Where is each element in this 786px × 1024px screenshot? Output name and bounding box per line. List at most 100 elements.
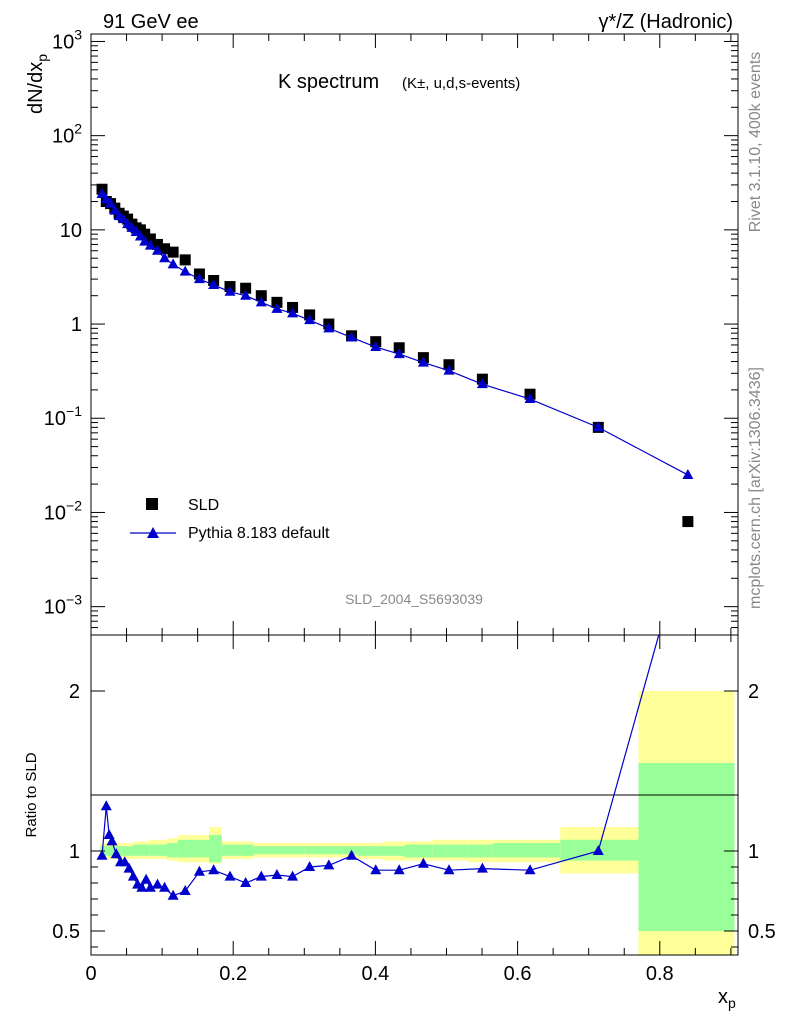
header-left: 91 GeV ee bbox=[103, 11, 199, 33]
stat-band bbox=[177, 839, 210, 858]
ratio-point bbox=[417, 857, 429, 868]
ratio-point bbox=[123, 862, 135, 873]
ratio-point bbox=[179, 885, 191, 895]
ratio-points bbox=[96, 635, 660, 900]
pythia-point bbox=[304, 314, 316, 325]
sld-point bbox=[151, 238, 163, 250]
ratio-point bbox=[240, 877, 252, 887]
pythia-point bbox=[443, 364, 455, 375]
pythia-points bbox=[96, 188, 694, 479]
pythia-point bbox=[109, 204, 121, 215]
ratio-point bbox=[140, 873, 152, 884]
legend: SLD Pythia 8.183 default bbox=[130, 497, 330, 542]
pythia-point bbox=[144, 239, 156, 250]
stat-band bbox=[132, 844, 150, 856]
stat-band bbox=[285, 846, 305, 855]
pythia-point bbox=[105, 197, 117, 208]
pythia-point bbox=[224, 285, 236, 296]
pythia-point bbox=[682, 468, 694, 479]
stat-band bbox=[221, 844, 254, 856]
main-ticks bbox=[90, 34, 738, 636]
pythia-point bbox=[271, 302, 283, 313]
x-tick-label: 0.8 bbox=[646, 963, 674, 985]
sld-point bbox=[139, 228, 151, 240]
pythia-point bbox=[255, 296, 267, 307]
ratio-point bbox=[100, 800, 112, 811]
ratio-point bbox=[136, 881, 148, 892]
ratio-point bbox=[96, 849, 108, 860]
ratio-y-tick-label-left: 0.5 bbox=[52, 921, 80, 943]
x-tick-label: 0.6 bbox=[504, 963, 532, 985]
sld-point bbox=[179, 254, 191, 266]
stat-band bbox=[100, 846, 123, 856]
stat-band bbox=[638, 763, 735, 931]
sld-point bbox=[240, 282, 252, 294]
sld-point bbox=[682, 516, 694, 528]
main-y-axis-label: dN/dxp bbox=[25, 54, 50, 114]
stat-band bbox=[538, 843, 561, 858]
x-axis-label: xp bbox=[718, 986, 736, 1011]
pythia-point bbox=[592, 421, 604, 432]
sld-point bbox=[255, 290, 267, 302]
pythia-point bbox=[208, 278, 220, 289]
side-label-top: Rivet 3.1.10, 400k events bbox=[747, 52, 764, 233]
x-tick-label: 0.4 bbox=[361, 963, 389, 985]
stat-band bbox=[432, 844, 468, 858]
pythia-point bbox=[393, 348, 405, 359]
ratio-point bbox=[443, 864, 455, 875]
pythia-point bbox=[96, 188, 108, 199]
main-y-tick-label: 10 bbox=[60, 220, 82, 242]
stat-band bbox=[322, 846, 358, 855]
ratio-y-tick-label-left: 1 bbox=[69, 841, 80, 863]
pythia-point bbox=[346, 331, 358, 342]
pythia-point bbox=[287, 307, 299, 318]
ratio-point bbox=[167, 889, 179, 900]
sld-point bbox=[393, 342, 405, 354]
legend-label-pythia: Pythia 8.183 default bbox=[188, 525, 330, 542]
ratio-point bbox=[127, 870, 139, 881]
ratio-y-tick-label-right: 0.5 bbox=[748, 921, 776, 943]
stat-band bbox=[404, 844, 433, 858]
pythia-point bbox=[524, 393, 536, 404]
ratio-frame bbox=[90, 634, 739, 956]
sld-point bbox=[144, 233, 156, 245]
ratio-y-tick-label-right: 1 bbox=[748, 841, 759, 863]
stat-band bbox=[492, 843, 539, 858]
ratio-point bbox=[476, 862, 488, 873]
sld-point bbox=[167, 246, 179, 258]
chart-subtitle: (K±, u,d,s-events) bbox=[402, 75, 520, 92]
main-panel: 10−3 10−2 10−1 1 10 102 103 K spectrum (K±, u,… bbox=[25, 26, 739, 636]
main-y-tick-label: 10−1 bbox=[44, 403, 82, 430]
x-tick-labels: 0 0.2 0.4 0.6 0.8 bbox=[85, 963, 673, 985]
ratio-point bbox=[159, 881, 171, 892]
chart-title: K spectrum bbox=[278, 71, 379, 93]
pythia-point bbox=[117, 213, 129, 224]
main-y-tick-label: 1 bbox=[71, 314, 82, 336]
stat-band bbox=[304, 846, 323, 855]
ratio-point bbox=[151, 878, 163, 889]
header-right: γ*/Z (Hadronic) bbox=[599, 11, 733, 33]
ratio-point bbox=[255, 870, 267, 881]
pythia-point bbox=[134, 230, 146, 241]
stat-band bbox=[122, 846, 133, 856]
sld-points bbox=[96, 183, 694, 528]
pythia-point bbox=[151, 244, 163, 255]
ratio-point bbox=[193, 865, 205, 876]
pythia-point bbox=[167, 258, 179, 269]
main-y-tick-label: 10−3 bbox=[44, 592, 82, 619]
legend-label-sld: SLD bbox=[188, 497, 219, 514]
ratio-point bbox=[346, 849, 358, 860]
stat-band bbox=[357, 846, 383, 856]
main-y-tick-label: 10−2 bbox=[44, 497, 82, 524]
pythia-point bbox=[323, 322, 335, 333]
ratio-point bbox=[119, 856, 131, 867]
stat-band bbox=[167, 843, 178, 858]
main-y-tick-label: 103 bbox=[52, 26, 82, 53]
pythia-point bbox=[240, 289, 252, 300]
ratio-point bbox=[110, 848, 122, 859]
stat-band bbox=[253, 846, 286, 855]
main-frame bbox=[90, 33, 739, 636]
pythia-point bbox=[370, 341, 382, 352]
stat-band bbox=[149, 844, 168, 856]
